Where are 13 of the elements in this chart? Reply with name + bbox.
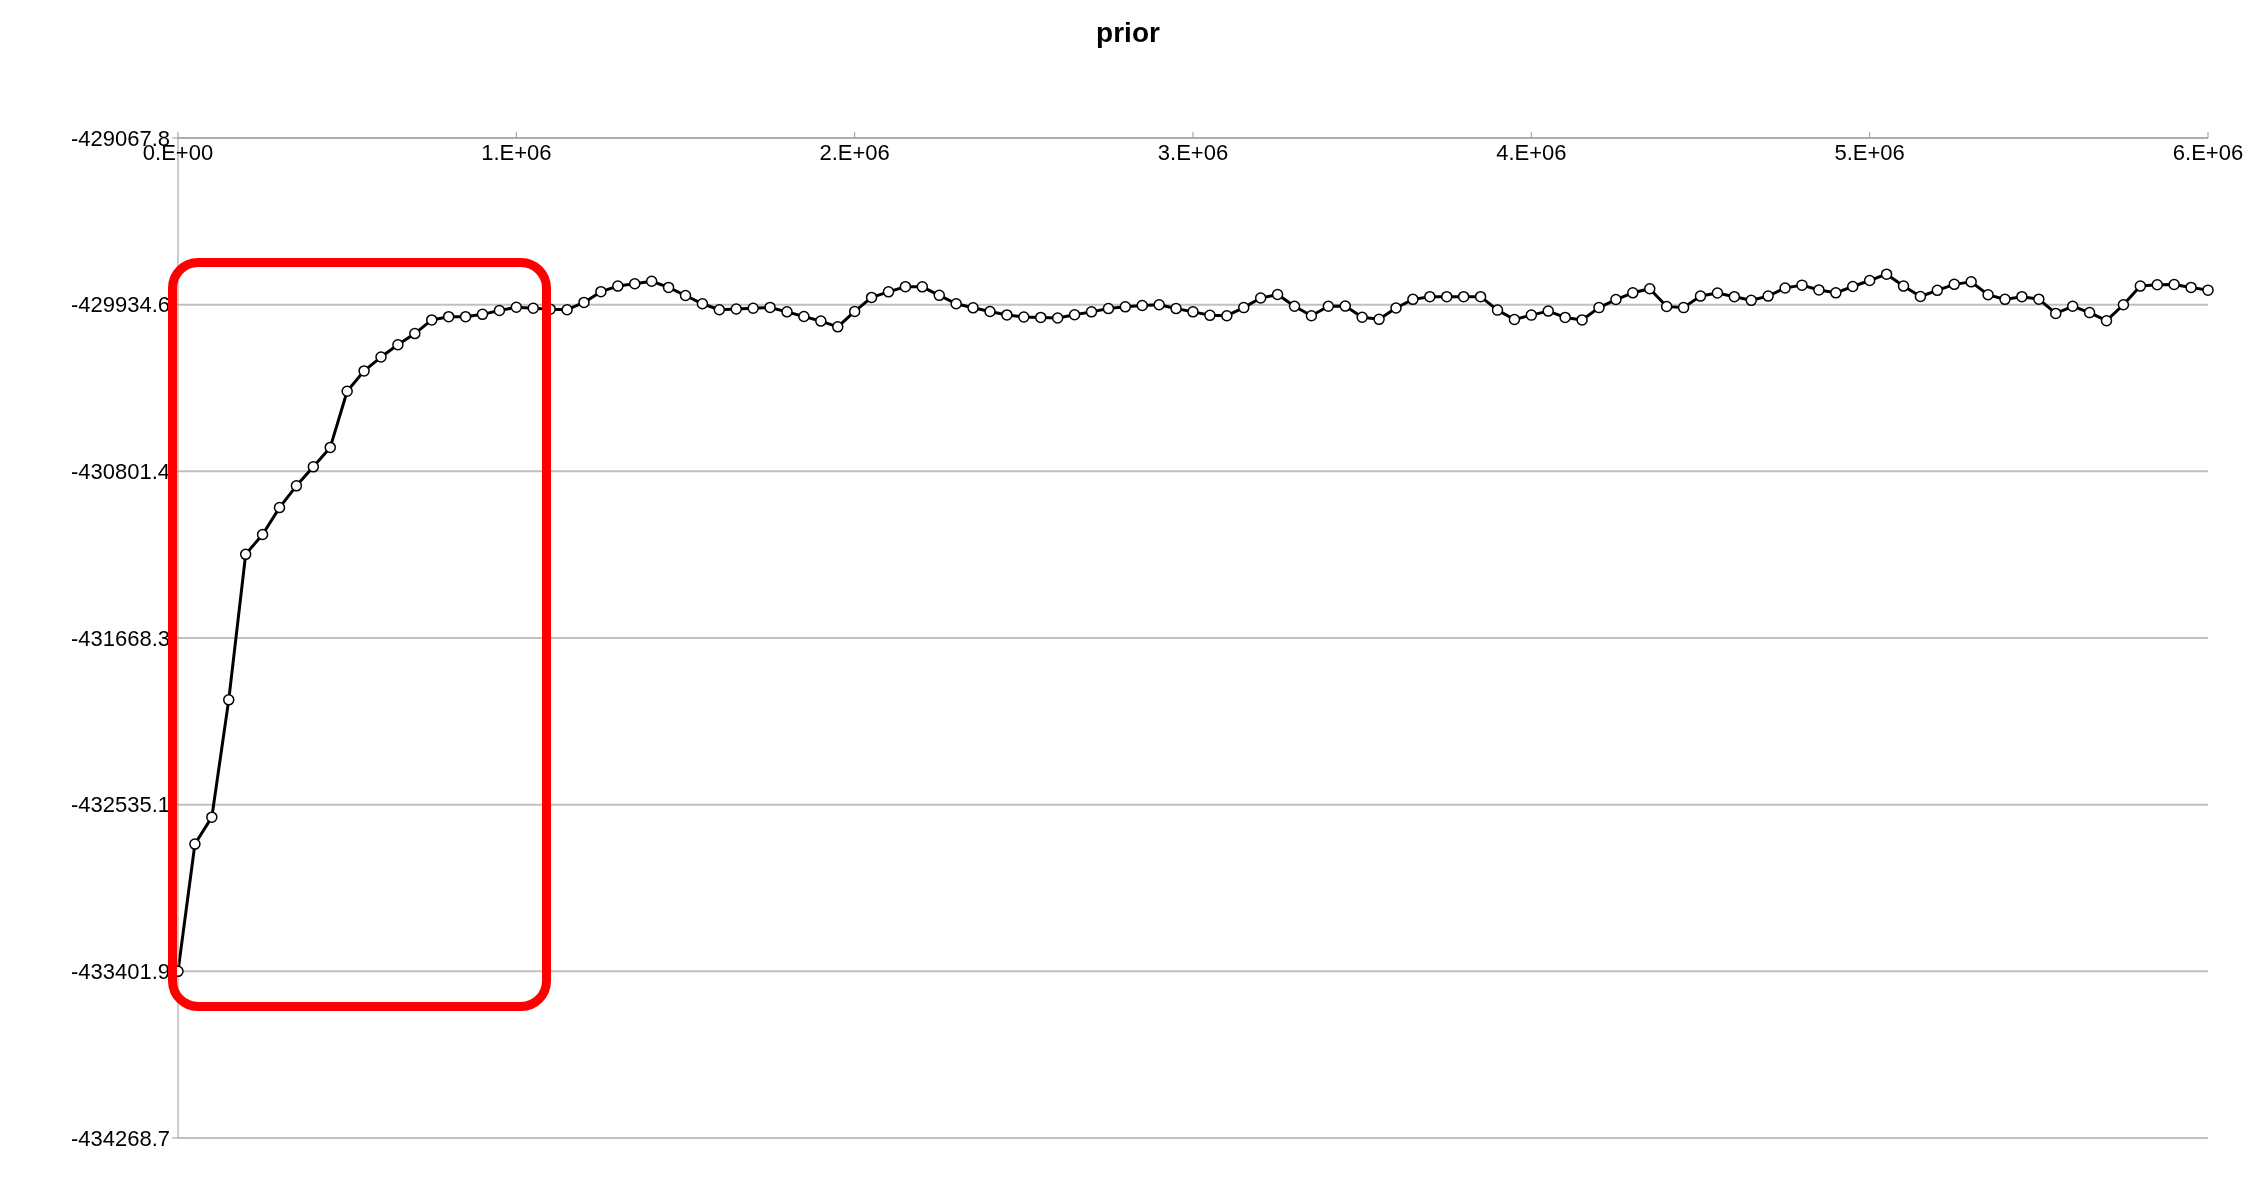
y-tick-label: -429934.6 [70, 292, 170, 318]
chart-title: prior [1095, 16, 1161, 50]
x-tick-label: 6.E+06 [2172, 140, 2244, 165]
x-tick-label: 2.E+06 [819, 140, 890, 165]
x-tick-label: 3.E+06 [1157, 140, 1229, 165]
x-tick-label: 1.E+06 [481, 140, 552, 165]
y-tick-label: -433401.9 [70, 959, 170, 985]
y-tick-label: -430801.4 [70, 459, 170, 485]
y-tick-label: -432535.1 [70, 792, 170, 818]
x-tick-label: 4.E+06 [1496, 140, 1567, 165]
x-tick-label: 5.E+06 [1834, 140, 1905, 165]
y-tick-label: -434268.7 [70, 1125, 170, 1151]
y-tick-label: -431668.3 [70, 625, 170, 651]
